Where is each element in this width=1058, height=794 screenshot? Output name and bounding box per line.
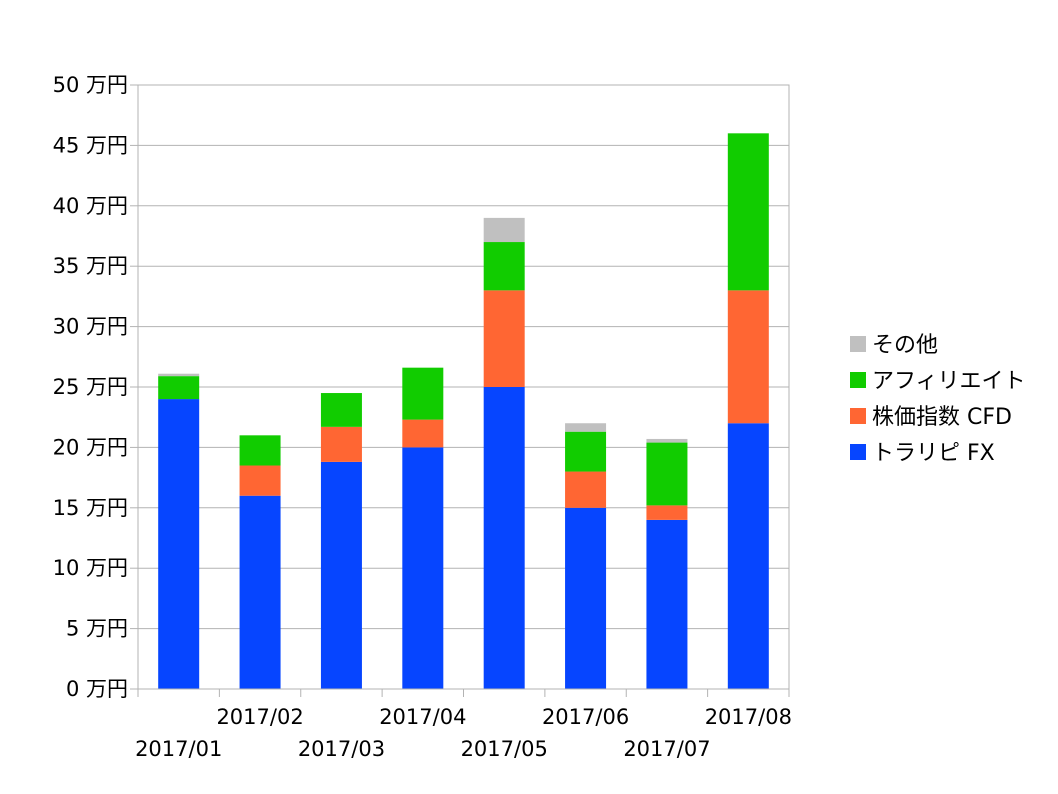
bar-segment (320, 461, 362, 689)
bar-stack-2017/08 (727, 133, 769, 689)
bar-stack-2017/05 (483, 217, 525, 689)
x-tick-label: 2017/02 (216, 705, 303, 729)
y-tick-label: 35 万円 (53, 254, 128, 278)
y-tick-label: 40 万円 (53, 194, 128, 218)
bar-segment (239, 465, 281, 496)
legend-swatch (850, 336, 866, 352)
y-tick-label: 20 万円 (53, 435, 128, 459)
y-tick-label: 0 万円 (66, 677, 128, 701)
bar-segment (565, 423, 607, 432)
bar-segment (483, 242, 525, 291)
bar-stack-2017/03 (320, 393, 362, 689)
bar-segment (727, 290, 769, 424)
bar-segment (565, 431, 607, 472)
legend-swatch (850, 444, 866, 460)
bar-stack-2017/01 (158, 373, 200, 689)
x-tick-label: 2017/07 (623, 737, 710, 761)
axes (130, 84, 790, 697)
bar-segment (646, 519, 688, 689)
bar-segment (239, 495, 281, 689)
x-tick-label: 2017/04 (379, 705, 466, 729)
x-tick-label: 2017/08 (705, 705, 792, 729)
bar-segment (402, 419, 444, 448)
bar-segment (402, 447, 444, 689)
y-tick-label: 30 万円 (53, 315, 128, 339)
bar-segment (320, 426, 362, 462)
y-tick-label: 25 万円 (53, 375, 128, 399)
bar-stack-2017/07 (646, 438, 688, 689)
bar-segment (727, 133, 769, 291)
bar-segment (239, 435, 281, 466)
legend-swatch (850, 408, 866, 424)
legend-swatch (850, 372, 866, 388)
y-tick-label: 15 万円 (53, 496, 128, 520)
bar-segment (727, 423, 769, 689)
y-tick-label: 10 万円 (53, 556, 128, 580)
bar-segment (320, 393, 362, 427)
bar-segment (646, 438, 688, 443)
bar-segment (158, 376, 200, 400)
bar-segment (158, 373, 200, 377)
legend-label: トラリピ FX (872, 441, 995, 466)
legend-label: その他 (872, 333, 938, 358)
y-tick-label: 45 万円 (53, 133, 128, 157)
bar-stacks (158, 133, 769, 689)
x-tick-label: 2017/06 (542, 705, 629, 729)
bar-segment (402, 367, 444, 420)
x-tick-label: 2017/01 (135, 737, 222, 761)
bar-segment (565, 507, 607, 689)
x-tick-label: 2017/05 (461, 737, 548, 761)
bar-segment (646, 505, 688, 520)
bar-segment (483, 290, 525, 387)
grid-lines (137, 84, 790, 690)
y-tick-labels: 0 万円 5 万円 10 万円 15 万円 20 万円 25 万円 30 万円 35 万円 40… (53, 73, 128, 701)
bar-stack-2017/06 (565, 423, 607, 689)
bar-segment (158, 399, 200, 689)
bar-segment (646, 442, 688, 506)
bar-stack-2017/04 (402, 367, 444, 689)
bar-segment (483, 217, 525, 243)
legend-label: アフィリエイト (872, 369, 1026, 394)
x-tick-labels: 2017/01 2017/02 2017/03 2017/04 2017/05 2017/… (135, 705, 792, 761)
x-tick-label: 2017/03 (298, 737, 385, 761)
y-tick-label: 5 万円 (66, 617, 128, 641)
bar-segment (565, 471, 607, 508)
bar-segment (483, 387, 525, 689)
legend-label: 株価指数 CFD (872, 405, 1012, 430)
bar-stack-2017/02 (239, 435, 281, 689)
y-tick-label: 50 万円 (53, 73, 128, 97)
